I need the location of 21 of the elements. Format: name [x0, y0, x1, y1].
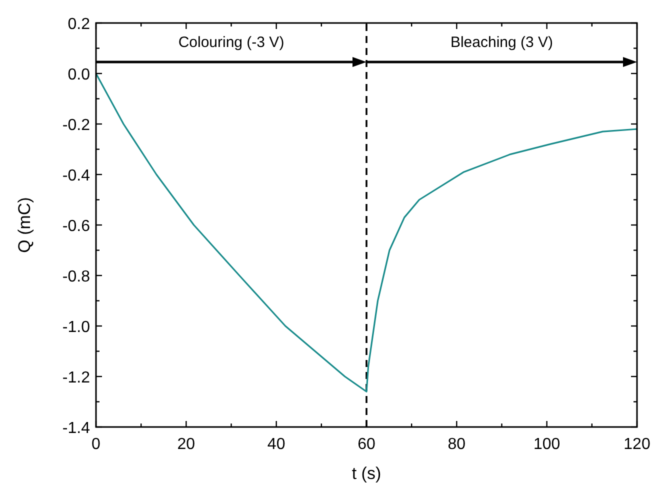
y-tick-label: -1.4 [62, 420, 90, 437]
y-tick-label: 0.2 [68, 16, 90, 33]
line-series [95, 72, 638, 392]
y-tick-label: -0.6 [62, 218, 90, 235]
annotation: Bleaching (3 V) [450, 34, 554, 51]
y-tick-label: -0.2 [62, 117, 90, 134]
y-tick-label: -0.4 [62, 168, 90, 184]
x-tick-label: 60 [358, 436, 376, 453]
x-tick-label: 120 [624, 436, 650, 453]
y-tick-label: -1.2 [62, 370, 90, 386]
x-axis-title: t (s) [352, 464, 382, 483]
x-tick-label: 40 [267, 436, 286, 453]
x-tick-label: 80 [448, 436, 466, 453]
y-tick-label: 0.0 [68, 66, 90, 84]
x-tick-label: 100 [533, 436, 560, 453]
x-tick-label: 20 [177, 436, 196, 453]
x-tick-label: 0 [92, 436, 101, 453]
y-axis-title: Q (mC) [15, 197, 34, 253]
annotation: Colouring (-3 V) [178, 34, 284, 51]
y-tick-label: -1.0 [62, 319, 90, 336]
y-tick-label: -0.8 [62, 268, 90, 286]
